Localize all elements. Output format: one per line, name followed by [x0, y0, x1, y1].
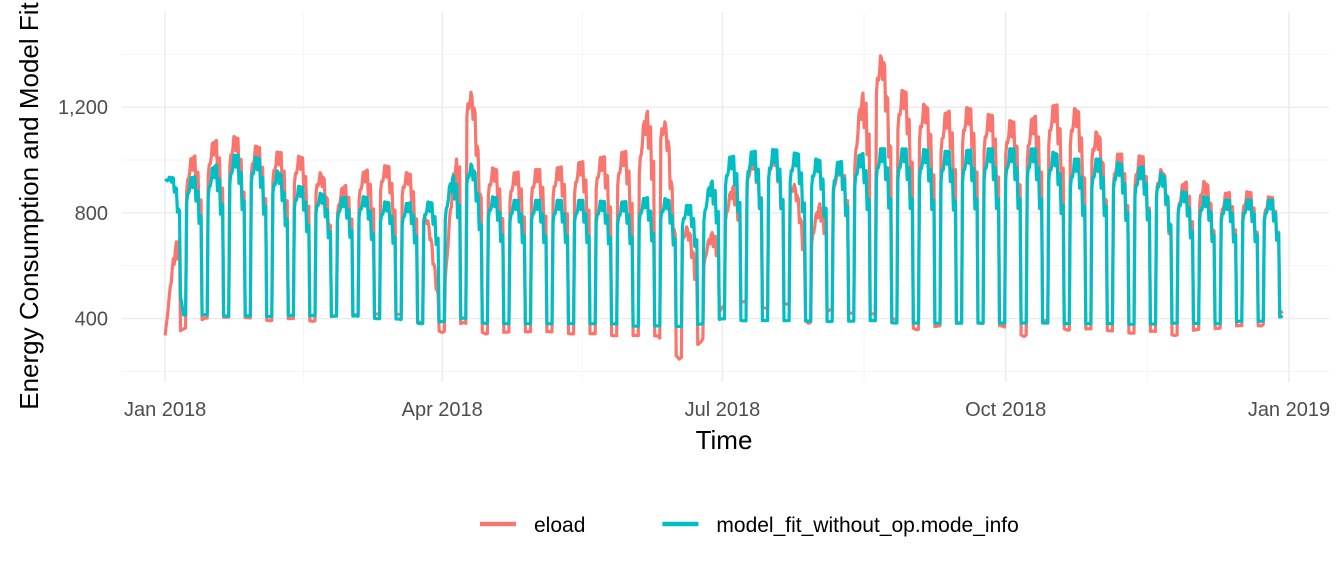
- x-tick-label: Jan 2019: [1248, 399, 1330, 421]
- legend-label: model_fit_without_op.mode_info: [716, 514, 1018, 537]
- y-tick-label: 400: [75, 309, 108, 331]
- legend-label: eload: [534, 514, 585, 537]
- y-tick-label: 1,200: [58, 97, 108, 119]
- legend: eload model_fit_without_op.mode_info: [480, 514, 1019, 537]
- x-tick-label: Apr 2018: [402, 399, 483, 421]
- x-axis-ticks: Jan 2018 Apr 2018 Jul 2018 Oct 2018 Jan 2019: [124, 399, 1330, 421]
- x-axis-title: Time: [696, 425, 753, 455]
- series-line-model-fit-without-op-mode-info: [164, 147, 1284, 329]
- x-tick-label: Jan 2018: [124, 399, 206, 421]
- y-axis-title: Energy Consumption and Model Fit: [14, 1, 44, 409]
- series-lines: [163, 54, 1284, 361]
- y-tick-label: 800: [75, 203, 108, 225]
- x-tick-label: Jul 2018: [685, 399, 761, 421]
- y-axis-ticks: 400 800 1,200: [58, 97, 108, 330]
- x-tick-label: Oct 2018: [965, 399, 1046, 421]
